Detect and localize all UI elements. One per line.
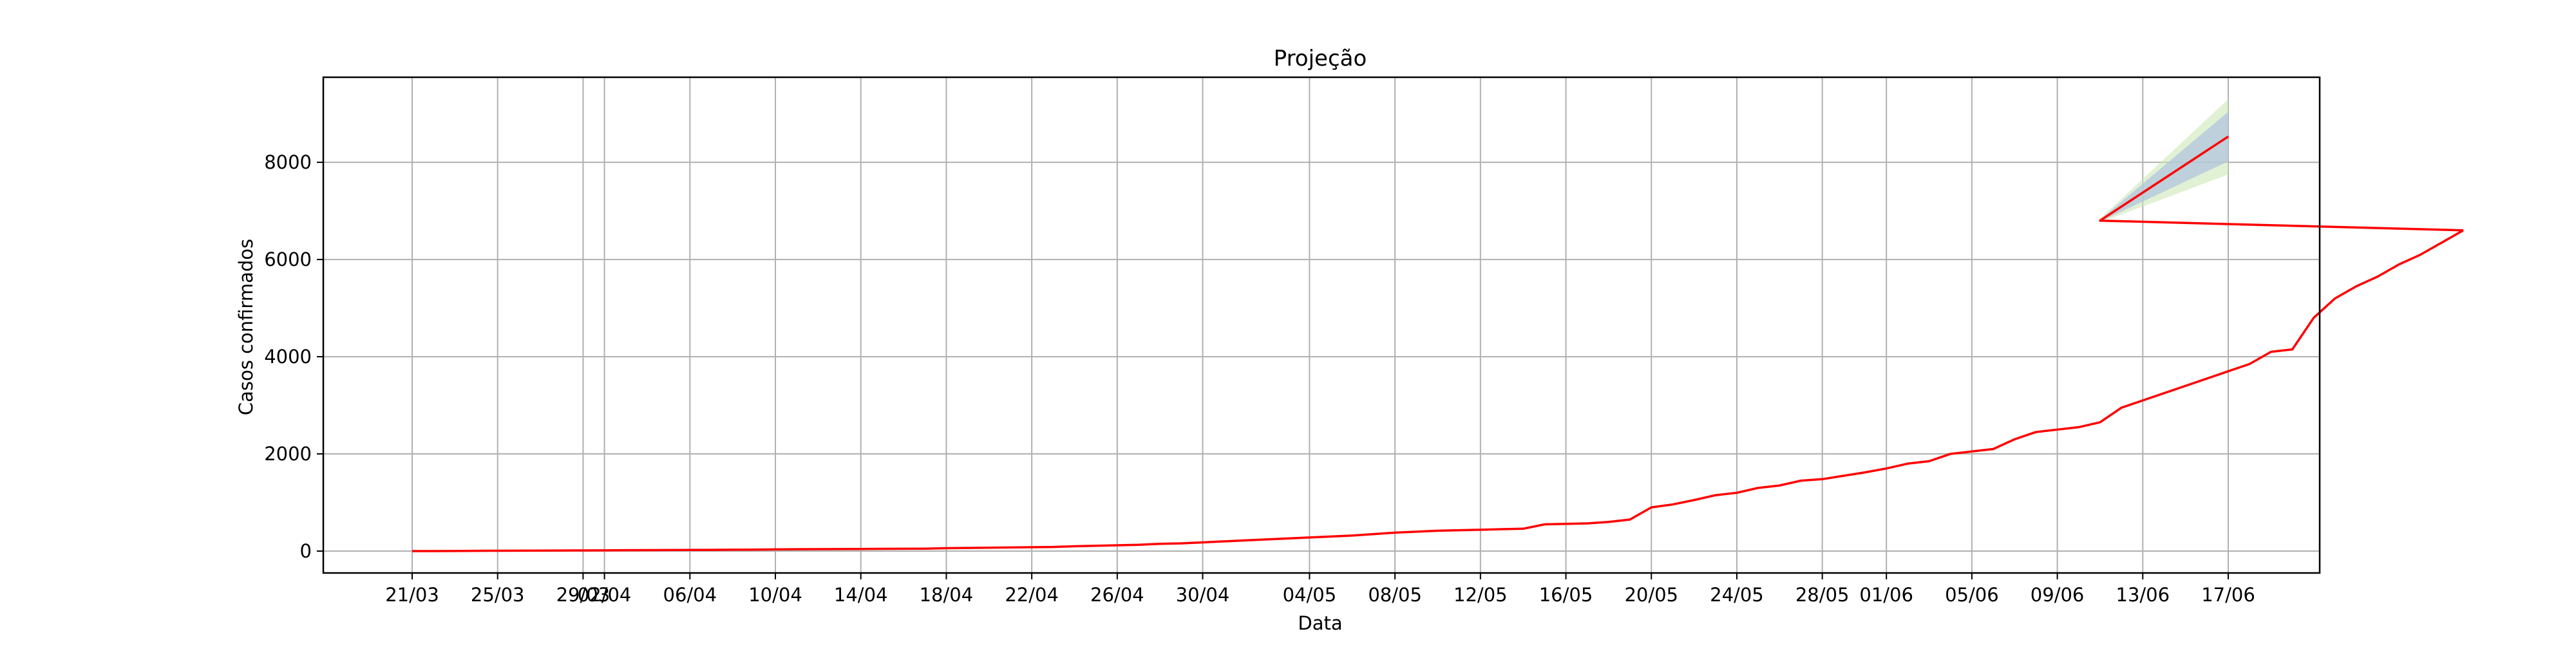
x-axis-label: Data — [1298, 612, 1342, 634]
y-axis-label: Casos confirmados — [235, 239, 257, 415]
series-line-confirmed — [412, 229, 2464, 552]
chart-title: Projeção — [1274, 46, 1367, 71]
series-line-projection — [2099, 135, 2463, 232]
x-tick-label: 13/06 — [2116, 584, 2170, 606]
x-tick-label: 28/05 — [1795, 584, 1850, 606]
projection-band — [2099, 98, 2228, 223]
projection-band-inner — [2099, 111, 2228, 222]
x-tick-label: 16/05 — [1539, 584, 1593, 606]
x-tick-label: 01/06 — [1859, 584, 1913, 606]
x-tick-label: 26/04 — [1090, 584, 1144, 606]
x-tick-label: 29/03 — [556, 584, 611, 606]
x-tick-label: 14/04 — [834, 584, 888, 606]
x-tick-label: 08/05 — [1368, 584, 1422, 606]
x-tick-label: 20/05 — [1624, 584, 1678, 606]
x-tick-label: 04/05 — [1283, 584, 1337, 606]
y-tick-label: 8000 — [264, 151, 312, 173]
x-tick-label: 18/04 — [920, 584, 974, 606]
y-tick-label: 0 — [300, 540, 312, 562]
series-layer — [412, 135, 2464, 552]
x-tick-label: 09/06 — [2031, 584, 2085, 606]
y-tick-label: 4000 — [264, 346, 312, 368]
x-tick-label: 10/04 — [748, 584, 802, 606]
y-tick-label: 2000 — [264, 443, 312, 465]
grid — [323, 77, 2320, 573]
x-tick-label: 02/04 — [578, 584, 632, 606]
projection-band-outer — [2099, 98, 2228, 223]
x-tick-label: 17/06 — [2201, 584, 2255, 606]
x-tick-label: 21/03 — [385, 584, 439, 606]
x-tick-label: 22/04 — [1005, 584, 1059, 606]
x-tick-label: 24/05 — [1710, 584, 1764, 606]
x-tick-label: 12/05 — [1454, 584, 1508, 606]
plot-frame — [322, 76, 2321, 574]
y-tick-label: 6000 — [264, 248, 312, 270]
x-tick-label: 30/04 — [1176, 584, 1230, 606]
x-tick-label: 25/03 — [471, 584, 525, 606]
x-tick-label: 05/06 — [1945, 584, 1999, 606]
x-tick-label: 06/04 — [663, 584, 717, 606]
